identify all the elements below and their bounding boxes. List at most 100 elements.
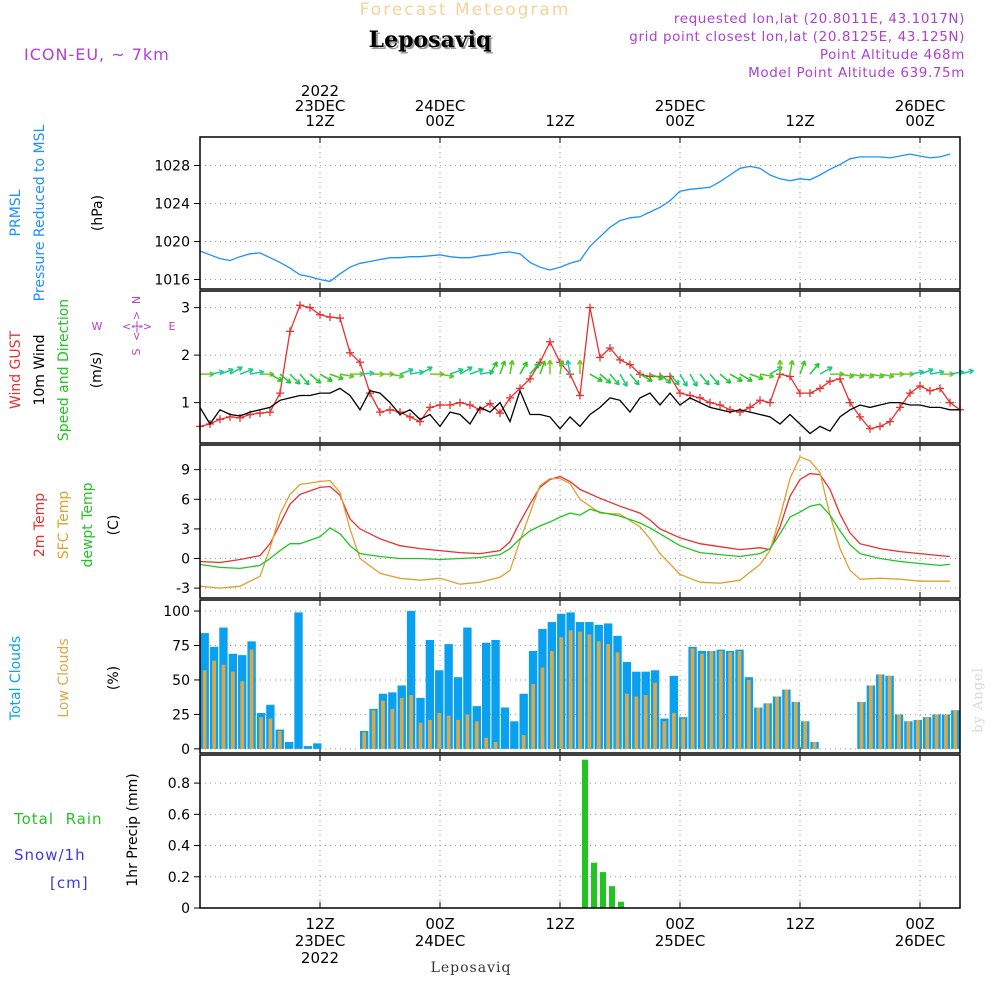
- series-line: [199, 153, 951, 283]
- panel-frame: [199, 290, 961, 444]
- gust-marker: [756, 396, 764, 405]
- time-label-bottom: 00Z: [905, 915, 934, 933]
- y-tick-label: -3: [176, 581, 190, 597]
- wind-direction-arrow: [546, 359, 554, 375]
- low-cloud-bar: [775, 696, 779, 749]
- y-tick-label: 6: [181, 492, 190, 508]
- low-cloud-bar: [681, 718, 686, 749]
- low-cloud-bar: [906, 721, 911, 749]
- low-cloud-bar: [268, 718, 273, 749]
- wind-direction-arrow: [519, 361, 528, 375]
- panel-label-cloud: Low Clouds: [56, 638, 72, 717]
- requested-coordinates: requested lon,lat (20.8011E, 43.1017N): [674, 11, 965, 27]
- low-cloud-bar: [915, 719, 920, 749]
- low-cloud-bar: [437, 713, 442, 749]
- low-cloud-bar: [868, 685, 873, 749]
- low-cloud-bar: [446, 715, 451, 749]
- time-label-top: 00Z: [905, 112, 934, 130]
- total-cloud-bar: [481, 642, 491, 749]
- gust-marker: [376, 408, 384, 417]
- total-cloud-bar: [453, 677, 463, 749]
- wind-direction-arrow: [819, 366, 833, 375]
- low-cloud-bar: [390, 708, 395, 749]
- pressure-panel: 1016 1020 1024 1028: [154, 136, 961, 290]
- gust-marker: [466, 401, 474, 409]
- gust-marker: [826, 377, 834, 386]
- time-label-bottom: 2022: [301, 949, 339, 967]
- gust-marker: [806, 389, 814, 398]
- low-cloud-bar: [568, 630, 573, 749]
- panel-label-temp: (C): [106, 515, 122, 536]
- panel-label-wind: Wind GUST: [8, 330, 24, 409]
- gust-marker: [216, 415, 224, 424]
- time-label-top: 12Z: [305, 112, 334, 130]
- wind-direction-arrow: [599, 373, 612, 384]
- point-altitude: Point Altitude 468m: [820, 47, 965, 63]
- rain-bar: [582, 759, 588, 908]
- low-cloud-bar: [747, 679, 751, 749]
- low-cloud-bar: [362, 732, 367, 749]
- low-cloud-bar: [718, 651, 723, 749]
- time-label-top: 2022: [301, 82, 339, 100]
- low-cloud-bar: [493, 741, 498, 749]
- y-tick-label: 0: [181, 742, 190, 758]
- low-cloud-bar: [878, 674, 883, 749]
- low-cloud-bar: [615, 652, 620, 749]
- y-tick-label: 1: [181, 396, 190, 412]
- low-cloud-bar: [728, 652, 732, 749]
- total-cloud-bar: [463, 627, 472, 749]
- low-cloud-bar: [277, 730, 282, 749]
- series-line: [199, 387, 960, 435]
- low-cloud-bar: [925, 717, 930, 749]
- wind-direction-arrow: [959, 368, 975, 375]
- low-cloud-bar: [812, 741, 817, 749]
- model-point-altitude: Model Point Altitude 639.75m: [748, 65, 965, 81]
- panel-label-wind: Speed and Direction: [56, 299, 72, 441]
- low-cloud-bar: [793, 702, 798, 749]
- gust-marker: [316, 310, 324, 319]
- y-tick-label: 0.6: [168, 807, 190, 823]
- y-tick-label: 2: [181, 348, 190, 364]
- precip-ylabel: 1hr Precip (mm): [125, 773, 141, 886]
- grid-point-coordinates: grid point closest lon,lat (20.8125E, 43…: [629, 29, 965, 45]
- y-tick-label: 1020: [154, 235, 190, 251]
- gust-marker: [356, 358, 364, 367]
- low-cloud-bar: [653, 682, 657, 749]
- wind-direction-arrow: [776, 359, 784, 375]
- wind-direction-arrow: [419, 366, 433, 375]
- low-cloud-bar: [643, 695, 648, 749]
- time-label-top: 23DEC: [295, 97, 346, 115]
- legend-total-rain: Total Rain: [13, 810, 103, 828]
- wind-direction-arrow: [919, 367, 934, 375]
- low-cloud-bar: [953, 710, 958, 749]
- gust-marker: [606, 344, 614, 352]
- time-label-bottom: 25DEC: [655, 932, 706, 950]
- low-cloud-bar: [418, 722, 423, 749]
- time-label-top: 12Z: [545, 112, 574, 130]
- total-cloud-bar: [510, 721, 519, 749]
- panel-label-cloud: Total Clouds: [8, 636, 24, 721]
- panel-label-temp: dewpt Temp: [80, 482, 96, 567]
- low-cloud-bar: [399, 697, 404, 749]
- low-cloud-bar: [737, 651, 742, 749]
- wind-direction-arrow: [309, 373, 322, 384]
- wind-direction-arrow: [809, 362, 820, 375]
- wind-direction-arrow: [269, 373, 283, 382]
- low-cloud-bar: [803, 721, 808, 749]
- wind-direction-arrow: [639, 373, 653, 382]
- total-cloud-bar: [669, 675, 679, 749]
- wind-direction-arrow: [289, 373, 301, 385]
- wind-direction-arrow: [219, 367, 234, 375]
- gust-marker: [276, 389, 284, 398]
- wind-direction-arrow: [299, 373, 310, 386]
- low-cloud-bar: [625, 693, 629, 749]
- compass-south: S: [130, 348, 143, 355]
- gust-marker: [626, 360, 634, 369]
- compass-north: N: [130, 296, 143, 304]
- y-tick-label: 1016: [154, 273, 190, 289]
- low-cloud-bar: [887, 675, 892, 749]
- low-cloud-bar: [934, 714, 939, 749]
- gust-marker: [486, 399, 494, 408]
